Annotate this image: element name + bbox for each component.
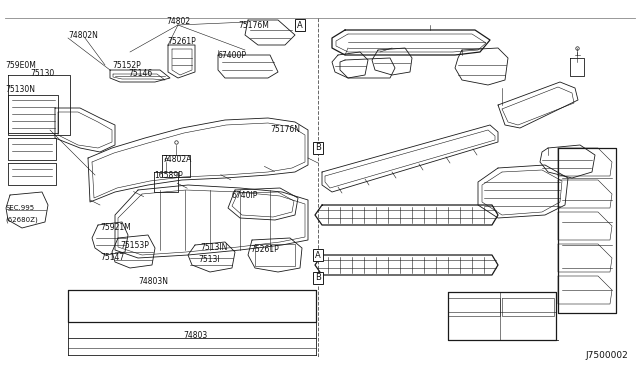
Text: 6740IP: 6740IP [232,190,259,199]
Text: 75152P: 75152P [112,61,141,70]
Text: 75921M: 75921M [100,224,131,232]
Text: 74802A: 74802A [162,155,191,164]
Text: 75261P: 75261P [167,38,196,46]
Text: 74803N: 74803N [138,278,168,286]
Text: SEC.995: SEC.995 [5,205,34,211]
Text: 75176N: 75176N [270,125,300,135]
Text: 75153P: 75153P [120,241,149,250]
Text: J7500002: J7500002 [585,351,628,360]
Text: 75130: 75130 [30,70,54,78]
Text: 74802N: 74802N [68,31,98,39]
Text: B: B [315,144,321,153]
Text: 75130N: 75130N [5,86,35,94]
Text: 75146: 75146 [128,70,152,78]
Text: A: A [297,20,303,29]
Text: (62680Z): (62680Z) [5,217,38,223]
Text: 16589P: 16589P [154,170,183,180]
Text: 74802: 74802 [166,17,190,26]
Text: 67400P: 67400P [218,51,247,60]
Text: 75147: 75147 [100,253,124,263]
Text: 74803: 74803 [183,330,207,340]
Text: 75261P: 75261P [250,246,279,254]
Text: A: A [315,250,321,260]
Text: 759E0M: 759E0M [5,61,36,70]
Text: 7513IN: 7513IN [200,244,227,253]
Text: 75176M: 75176M [238,22,269,31]
Text: 7513I: 7513I [198,256,220,264]
Text: B: B [315,273,321,282]
